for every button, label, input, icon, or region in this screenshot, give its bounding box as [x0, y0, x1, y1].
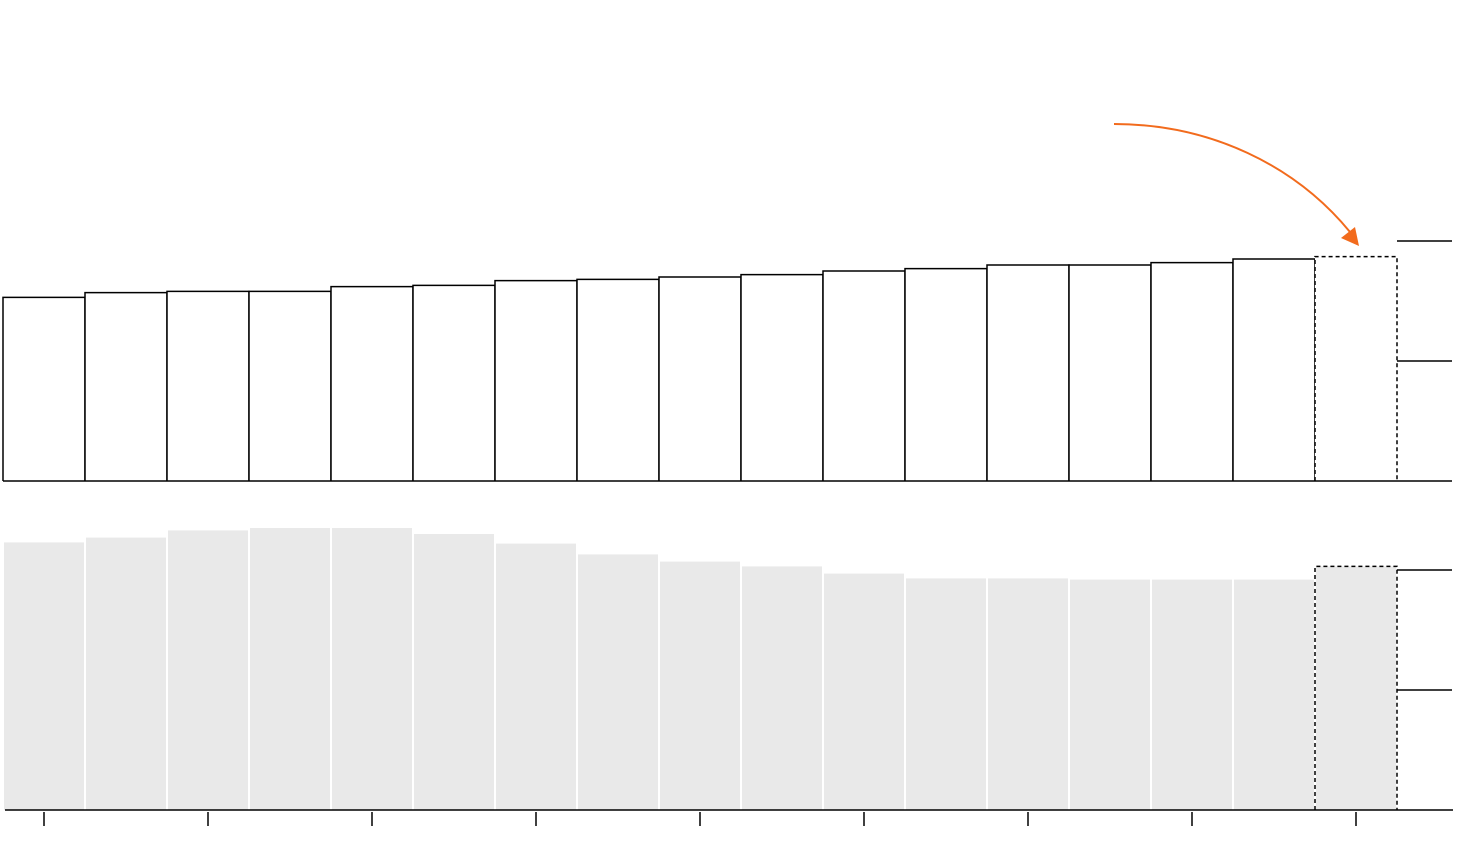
- projected-bar-outline: [1314, 565, 1398, 810]
- top-bar: [740, 273, 824, 481]
- top-bar: [412, 284, 496, 481]
- bottom-bar: [332, 528, 412, 810]
- bottom-bar: [250, 528, 330, 810]
- top-bar: [494, 279, 578, 481]
- projected-bar: [1314, 255, 1398, 481]
- bottom-bar: [742, 566, 822, 810]
- bottom-bar: [824, 573, 904, 810]
- bottom-bar: [906, 578, 986, 810]
- bottom-bar: [1152, 579, 1232, 810]
- bottom-bar: [496, 543, 576, 810]
- top-bar: [1068, 264, 1152, 481]
- bottom-bar: [1070, 579, 1150, 810]
- bottom-bar: [988, 578, 1068, 810]
- top-bar: [166, 290, 250, 481]
- bottom-bar: [660, 561, 740, 810]
- bottom-bar: [4, 542, 84, 810]
- top-bar: [330, 285, 414, 481]
- bottom-bar: [1316, 566, 1396, 810]
- top-bar: [2, 296, 86, 481]
- top-bar: [822, 270, 906, 481]
- bottom-bar: [86, 537, 166, 810]
- bottom-bar: [578, 554, 658, 810]
- annotation-arrow-line: [1113, 123, 1351, 233]
- bottom-bar: [414, 534, 494, 810]
- top-bar: [84, 291, 168, 481]
- top-bar: [248, 290, 332, 481]
- top-bar: [576, 278, 660, 481]
- top-bar: [1150, 261, 1234, 481]
- top-bar: [904, 267, 988, 481]
- arrowhead-icon: [1341, 227, 1359, 246]
- top-bar: [1232, 258, 1316, 481]
- bottom-bar: [168, 530, 248, 810]
- top-bar: [986, 264, 1070, 481]
- bottom-bar: [1234, 579, 1314, 810]
- top-bar: [658, 276, 742, 481]
